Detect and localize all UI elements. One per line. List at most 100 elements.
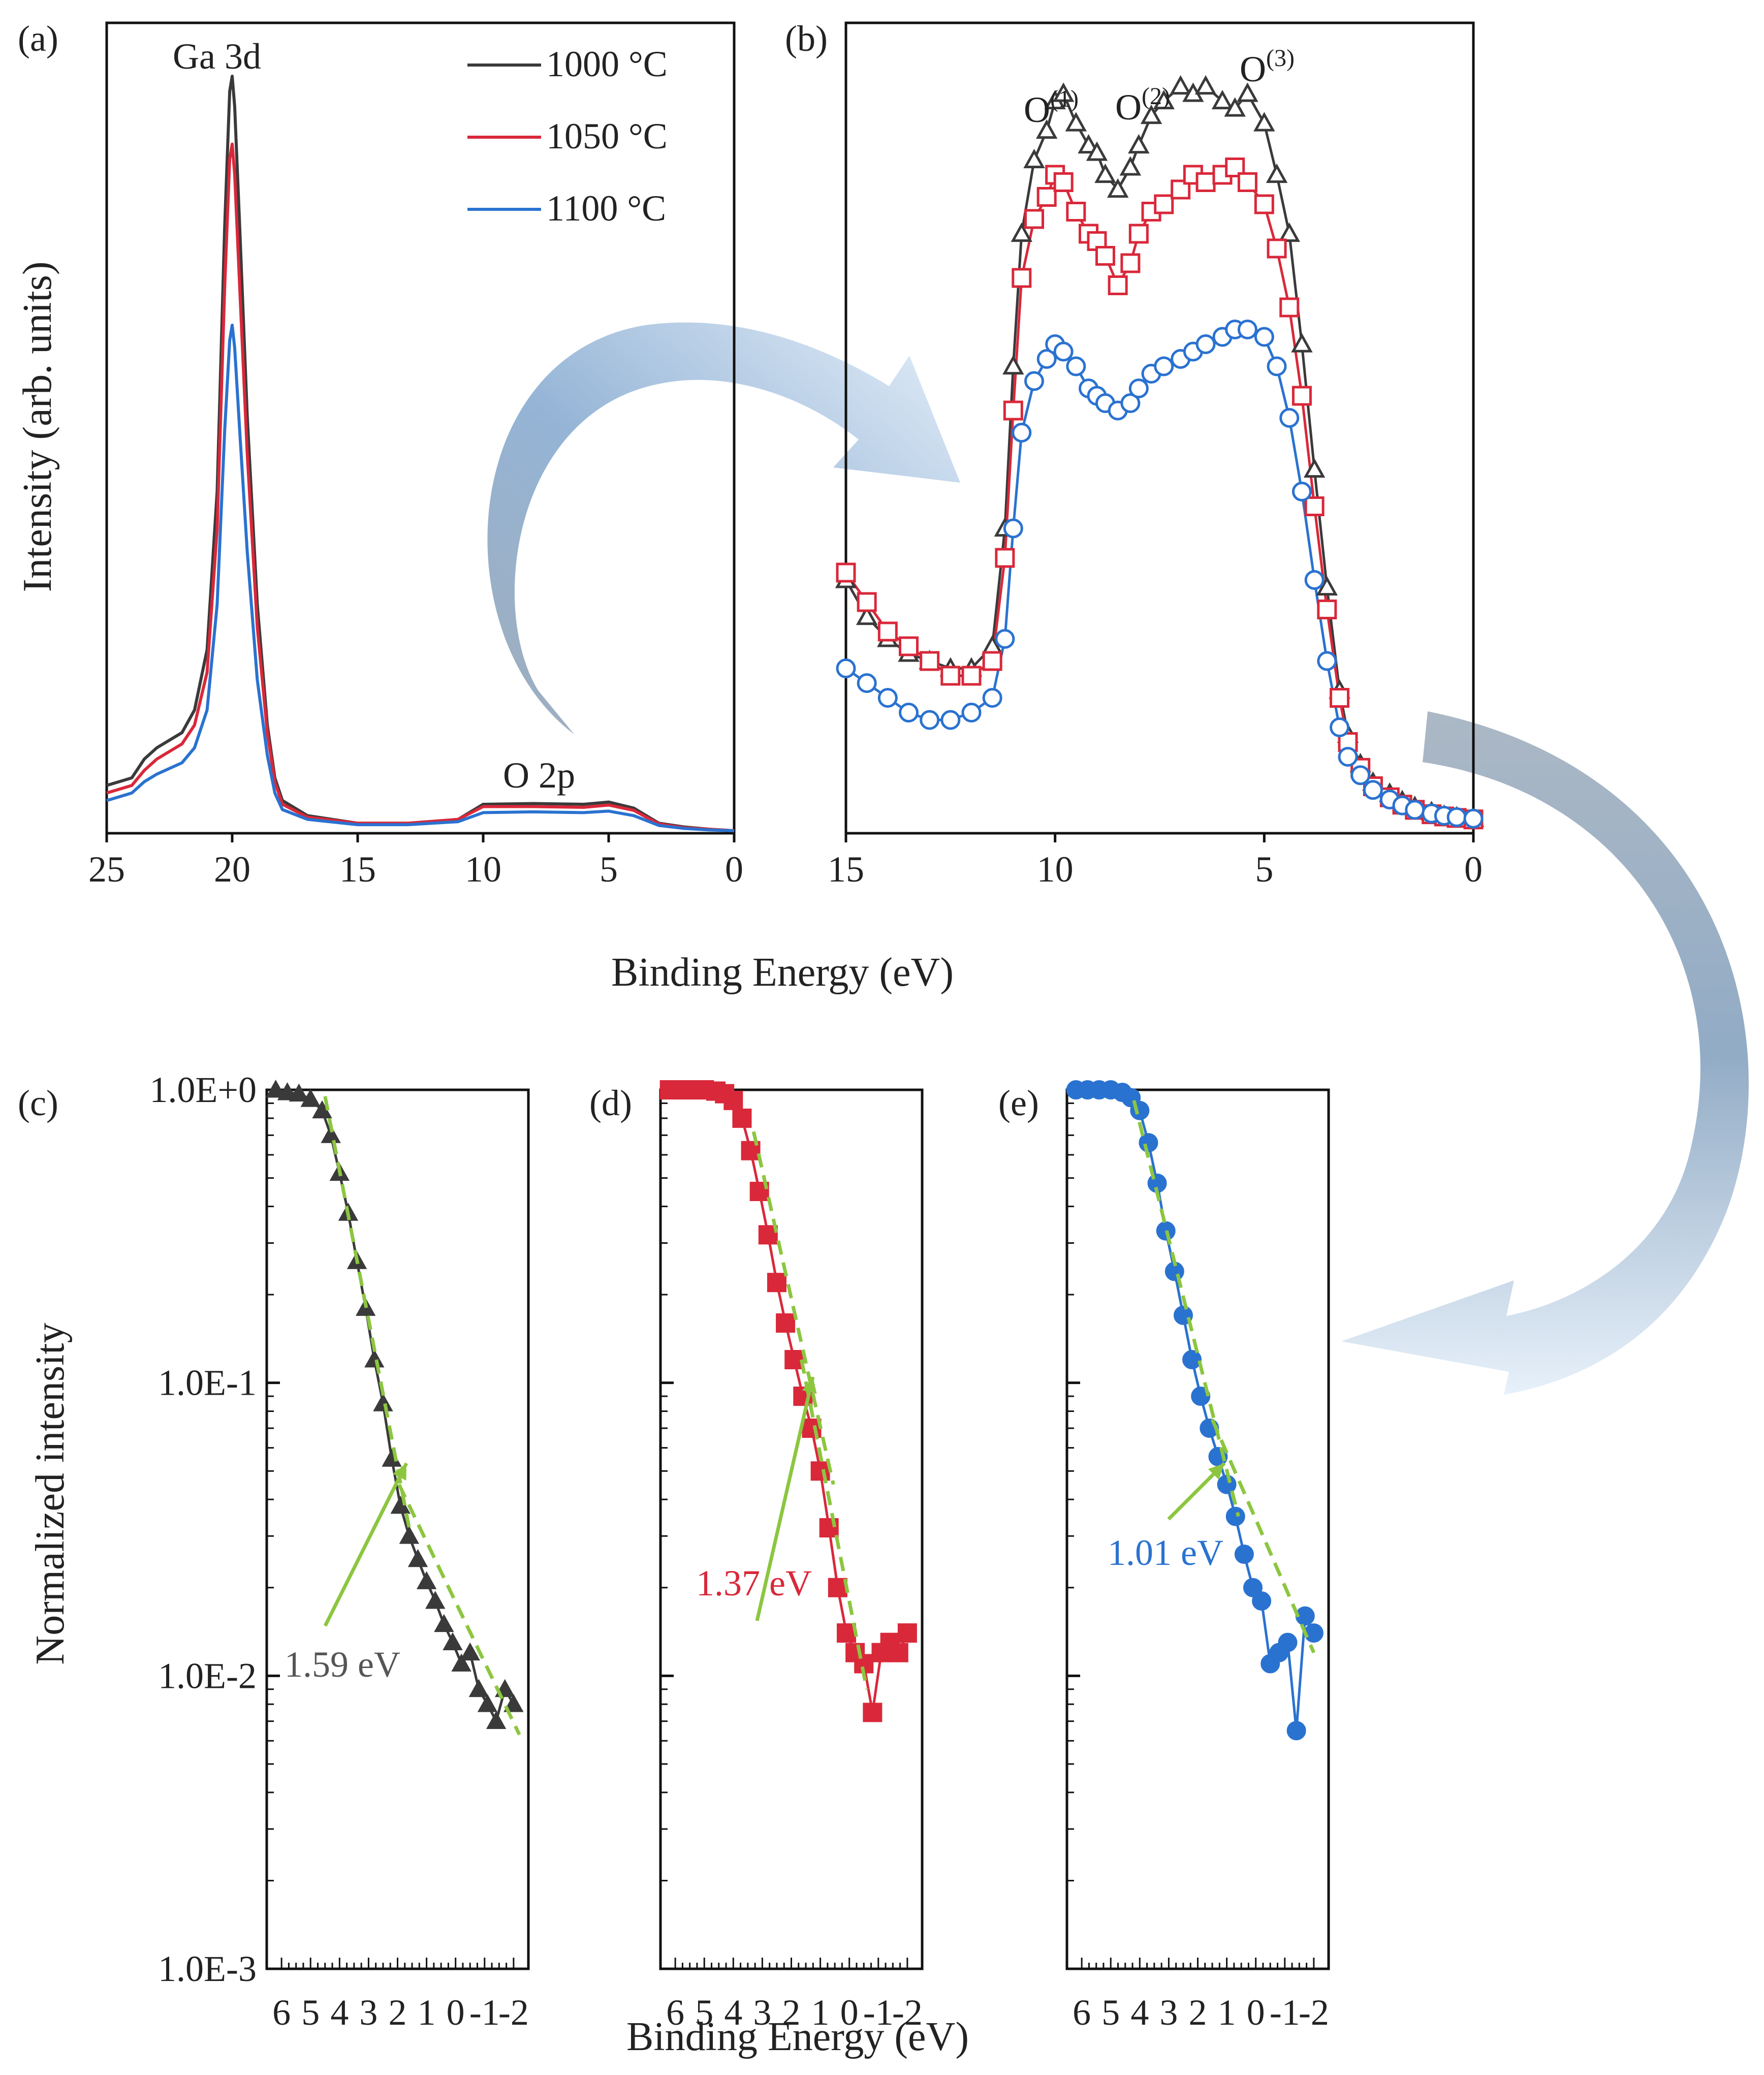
fit-line bbox=[1210, 1419, 1316, 1654]
panel-b-point bbox=[1338, 747, 1358, 767]
curved-arrow-a-to-b bbox=[487, 322, 960, 734]
panel-b-point bbox=[1292, 482, 1312, 501]
panel-b-point bbox=[1303, 458, 1326, 478]
panel-b-point bbox=[1154, 356, 1174, 376]
panel-b-point bbox=[1317, 600, 1337, 619]
panel-b-point bbox=[1237, 82, 1258, 102]
panel-c: (c) Normalized intensity 1.0E+01.0E-11.0… bbox=[18, 1070, 530, 2033]
data-point bbox=[300, 1089, 321, 1107]
data-point bbox=[897, 1623, 917, 1643]
panel-b-point bbox=[940, 710, 961, 730]
panel-b-point bbox=[1120, 393, 1141, 413]
panel-b-point bbox=[1291, 333, 1313, 353]
panel-b-point bbox=[1140, 104, 1162, 124]
panel-c-letter: (c) bbox=[18, 1083, 58, 1123]
x-tick-label: 6 bbox=[666, 1992, 684, 2033]
data-point bbox=[784, 1350, 804, 1370]
panel-b-point bbox=[856, 605, 878, 625]
data-point bbox=[819, 1518, 839, 1538]
o2-superscript: (2) bbox=[1142, 83, 1170, 110]
panel-b-point bbox=[920, 651, 940, 671]
series-line bbox=[1076, 1088, 1315, 1731]
y-tick-label: 1.0E-1 bbox=[158, 1363, 257, 1403]
panel-b-point bbox=[1171, 179, 1191, 200]
panel-b-point bbox=[1036, 349, 1057, 369]
panel-b-point bbox=[1278, 222, 1300, 242]
data-point bbox=[277, 1082, 298, 1101]
x-tick-label: 2 bbox=[389, 1992, 407, 2033]
panel-b-point bbox=[1035, 119, 1058, 139]
x-tick-label: 3 bbox=[1159, 1992, 1178, 2033]
panel-b-point bbox=[899, 636, 919, 656]
panel-b-point bbox=[1237, 172, 1257, 192]
panel-a-letter: (a) bbox=[18, 18, 58, 59]
bandgap-arrow-head bbox=[802, 1377, 817, 1394]
data-point bbox=[732, 1108, 752, 1128]
panel-b-point bbox=[877, 621, 898, 642]
panel-b-point bbox=[1065, 112, 1087, 132]
panel-b-point bbox=[1024, 209, 1044, 229]
bandgap-value-label: 1.59 eV bbox=[285, 1644, 400, 1685]
panel-b-point bbox=[1128, 224, 1149, 244]
panel-b-point bbox=[1128, 379, 1149, 398]
panel-b-point bbox=[1053, 172, 1074, 192]
panel-b-point bbox=[1012, 423, 1032, 443]
legend: 1000 °C 1050 °C 1100 °C bbox=[467, 44, 668, 229]
panel-b-point bbox=[857, 592, 877, 612]
data-point bbox=[364, 1349, 385, 1368]
panel-b-point bbox=[1011, 222, 1033, 242]
panel-b-point bbox=[1254, 194, 1274, 214]
data-point bbox=[321, 1125, 341, 1143]
curved-arrow-b-to-cde bbox=[1341, 711, 1749, 1395]
data-point bbox=[434, 1614, 454, 1632]
panel-b-point bbox=[1266, 163, 1288, 183]
bandgap-arrow-shaft bbox=[755, 1376, 815, 1621]
panel-b-point bbox=[1012, 268, 1032, 288]
panel-b-point bbox=[877, 688, 898, 708]
panel-b-point bbox=[1003, 400, 1023, 421]
panel-b-point bbox=[1254, 327, 1274, 347]
data-point bbox=[1278, 1632, 1298, 1652]
panel-b-point bbox=[1119, 156, 1142, 176]
panel-a-x-tick-label: 15 bbox=[339, 849, 376, 890]
panel-b-series-line bbox=[844, 166, 1474, 821]
data-point bbox=[1234, 1545, 1254, 1564]
data-point bbox=[416, 1571, 437, 1589]
panel-b-point bbox=[836, 658, 856, 678]
x-tick-label: -2 bbox=[498, 1992, 529, 2033]
data-point bbox=[1243, 1578, 1263, 1597]
data-point bbox=[1286, 1721, 1306, 1741]
panel-b-point bbox=[982, 651, 1002, 671]
panel-b-series-line bbox=[845, 328, 1474, 820]
data-point bbox=[1225, 1506, 1245, 1526]
data-point bbox=[289, 1083, 309, 1102]
x-tick-label: 6 bbox=[1073, 1992, 1091, 2033]
y-tick-label: 1.0E+0 bbox=[149, 1070, 257, 1110]
panel-b-point bbox=[1463, 808, 1484, 829]
o1-superscript: (1) bbox=[1050, 85, 1079, 112]
panel-b-point bbox=[1053, 341, 1074, 362]
data-point bbox=[451, 1653, 471, 1672]
panel-b-point bbox=[1267, 356, 1287, 376]
panel-d-frame bbox=[659, 1088, 924, 1970]
panel-b-point bbox=[961, 703, 982, 722]
x-tick-label: 0 bbox=[1247, 1992, 1265, 2033]
x-tick-label: 3 bbox=[359, 1992, 377, 2033]
y-tick-label: 1.0E-2 bbox=[158, 1655, 257, 1696]
panel-b-point bbox=[1052, 82, 1075, 102]
x-tick-label: 0 bbox=[447, 1992, 465, 2033]
data-point bbox=[390, 1495, 411, 1514]
data-point bbox=[889, 1643, 908, 1662]
panel-b-point bbox=[1094, 163, 1116, 183]
panel-b-point bbox=[1170, 75, 1191, 95]
panel-e-frame bbox=[1065, 1088, 1330, 1970]
panel-b-x-tick-label: 5 bbox=[1255, 849, 1273, 890]
panel-b-point bbox=[1128, 134, 1150, 154]
panel-b-x-tick-label: 0 bbox=[1464, 849, 1483, 890]
fit-line bbox=[751, 1131, 835, 1485]
panel-b-point bbox=[1154, 194, 1174, 214]
x-tick-label: 2 bbox=[1189, 1992, 1207, 2033]
panel-d-letter: (d) bbox=[589, 1083, 632, 1123]
panel-b-point bbox=[1211, 89, 1234, 110]
